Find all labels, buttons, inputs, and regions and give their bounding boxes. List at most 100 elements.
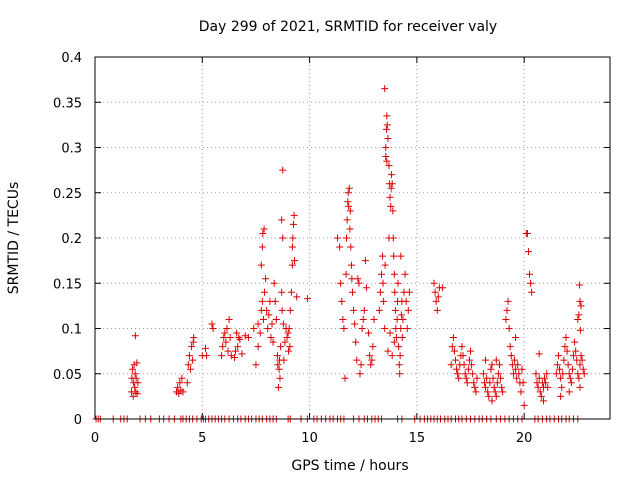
data-point-marker <box>288 261 296 269</box>
data-point-marker <box>333 234 341 242</box>
data-point-marker <box>544 383 552 391</box>
data-point-marker <box>184 361 192 369</box>
y-tick-label: 0.35 <box>53 96 82 111</box>
data-point-marker <box>349 288 356 296</box>
data-point-marker <box>558 383 566 391</box>
data-point-marker <box>235 334 243 342</box>
data-point-marker <box>494 370 502 378</box>
data-point-marker <box>517 388 525 396</box>
data-point-marker <box>234 343 242 351</box>
data-point-marker <box>567 379 575 387</box>
data-point-marker <box>382 153 390 161</box>
data-point-marker <box>384 134 392 142</box>
data-point-marker <box>579 365 587 373</box>
data-points <box>92 85 588 423</box>
data-point-marker <box>259 315 267 323</box>
data-point-marker <box>468 361 476 369</box>
data-point-marker <box>353 356 361 364</box>
data-point-marker <box>503 306 511 314</box>
data-point-marker <box>202 344 210 352</box>
data-point-marker <box>514 361 522 369</box>
data-point-marker <box>223 325 231 332</box>
data-point-marker <box>574 370 582 378</box>
data-point-marker <box>578 356 586 364</box>
data-point-marker <box>259 229 267 237</box>
data-point-marker <box>404 306 412 314</box>
data-point-marker <box>506 343 514 351</box>
data-point-marker <box>434 293 442 301</box>
data-point-marker <box>274 361 282 369</box>
data-point-marker <box>488 397 496 405</box>
data-point-marker <box>490 383 498 391</box>
data-point-marker <box>336 243 344 251</box>
data-point-marker <box>539 397 547 405</box>
data-point-marker <box>511 356 519 364</box>
data-point-marker <box>465 356 473 364</box>
data-point-marker <box>472 388 480 396</box>
data-point-marker <box>557 374 565 382</box>
data-point-marker <box>391 288 399 296</box>
data-point-marker <box>450 347 458 355</box>
data-point-marker <box>473 374 481 382</box>
data-point-marker <box>568 365 576 373</box>
data-point-marker <box>258 243 266 251</box>
data-point-marker <box>453 365 461 373</box>
data-point-marker <box>512 334 520 342</box>
data-point-marker <box>482 383 490 391</box>
data-point-marker <box>449 334 457 342</box>
data-point-marker <box>376 288 384 296</box>
data-point-marker <box>557 392 565 400</box>
data-point-marker <box>357 361 365 369</box>
data-point-marker <box>565 388 573 396</box>
data-point-marker <box>395 361 403 369</box>
y-tick-label: 0.2 <box>61 232 82 247</box>
data-point-marker <box>254 343 262 351</box>
data-point-marker <box>381 85 389 93</box>
data-point-marker <box>293 293 301 301</box>
data-point-marker <box>556 365 564 373</box>
data-point-marker <box>354 275 362 283</box>
data-point-marker <box>379 279 387 287</box>
data-point-marker <box>488 361 496 369</box>
data-point-marker <box>366 352 374 360</box>
data-point-marker <box>577 302 585 310</box>
data-point-marker <box>278 306 286 314</box>
data-point-marker <box>388 352 396 360</box>
data-point-marker <box>367 361 375 369</box>
data-point-marker <box>252 361 260 369</box>
data-point-marker <box>387 184 395 192</box>
data-point-marker <box>575 311 583 319</box>
data-point-marker <box>263 306 271 314</box>
data-point-marker <box>384 347 392 355</box>
data-point-marker <box>576 383 584 391</box>
data-point-marker <box>577 352 585 360</box>
data-point-marker <box>527 279 535 287</box>
data-point-marker <box>447 361 455 369</box>
y-tick-label: 0.25 <box>53 187 82 202</box>
data-point-marker <box>388 180 396 188</box>
data-point-marker <box>532 370 540 378</box>
data-point-marker <box>272 315 280 323</box>
data-point-marker <box>461 370 469 378</box>
data-point-marker <box>528 288 536 296</box>
data-point-marker <box>462 374 470 382</box>
data-point-marker <box>254 320 262 328</box>
data-point-marker <box>455 374 463 382</box>
y-tick-label: 0.4 <box>61 51 82 66</box>
data-point-marker <box>388 171 396 179</box>
data-point-marker <box>337 279 345 287</box>
data-point-marker <box>362 284 370 292</box>
data-point-marker <box>542 379 550 387</box>
data-point-marker <box>131 370 139 378</box>
data-point-marker <box>260 225 268 233</box>
data-point-marker <box>219 343 227 351</box>
data-point-marker <box>390 338 398 346</box>
data-point-marker <box>520 401 528 409</box>
data-point-marker <box>185 352 193 360</box>
data-point-marker <box>470 379 478 387</box>
data-point-marker <box>463 379 471 387</box>
data-point-marker <box>190 334 198 342</box>
data-point-marker <box>560 356 568 364</box>
data-point-marker <box>467 347 475 355</box>
data-point-marker <box>132 374 140 382</box>
